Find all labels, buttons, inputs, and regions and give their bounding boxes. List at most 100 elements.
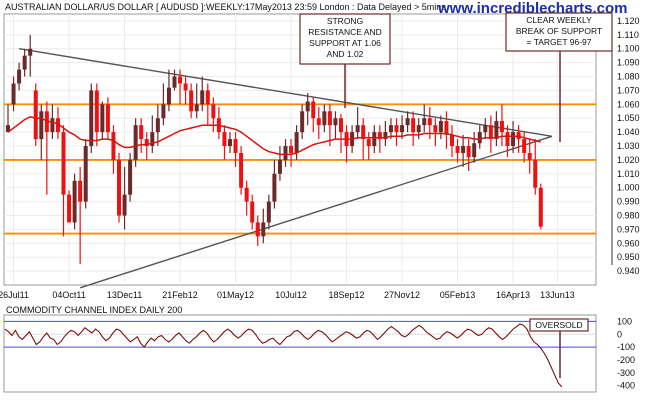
- oversold-annotation: OVERSOLD: [529, 318, 589, 378]
- x-tick-label: 18Sep12: [329, 290, 365, 300]
- candle-body: [483, 125, 488, 133]
- candle-body: [533, 159, 538, 188]
- candle-body: [272, 173, 277, 202]
- candle-body: [6, 125, 10, 133]
- candle-body: [189, 90, 194, 112]
- candle-body: [466, 146, 471, 158]
- resistance-annotation: STRONG RESISTANCE AND SUPPORT AT 1.06 AN…: [299, 13, 391, 108]
- candle-body: [361, 125, 366, 140]
- candle-body: [255, 222, 260, 237]
- candle-body: [250, 201, 255, 223]
- candle-body: [450, 134, 454, 147]
- candle-body: [244, 187, 249, 202]
- cci-tick-label: 0: [617, 329, 622, 339]
- candle-body: [461, 146, 466, 153]
- x-tick-label: 10Jul12: [275, 290, 307, 300]
- oversold-box: [529, 318, 589, 332]
- resistance-line-1: STRONG: [327, 16, 363, 26]
- y-tick-label: 1.110: [617, 30, 639, 40]
- cci-tick-label: 100: [617, 316, 632, 326]
- price-y-axis: 1.120 1.110 1.100 1.090 1.080 1.070 1.060 1.050…: [611, 16, 640, 276]
- y-tick-label: 1.060: [617, 99, 640, 109]
- candle-body: [400, 125, 405, 133]
- y-tick-label: 0.990: [617, 197, 640, 207]
- y-tick-label: 0.950: [617, 252, 640, 262]
- candle-body: [61, 132, 66, 195]
- candle-body: [422, 118, 427, 126]
- candle-body: [139, 125, 144, 140]
- candle-body: [355, 125, 360, 133]
- cci-tick-label: -100: [617, 342, 635, 352]
- candle-body: [305, 101, 310, 112]
- candle-body: [172, 76, 177, 88]
- cci-tick-label: -400: [617, 381, 635, 391]
- chart-title: AUSTRALIAN DOLLAR/US DOLLAR [ AUDUSD ]:W…: [5, 2, 446, 12]
- candle-body: [383, 132, 388, 140]
- candle-body: [222, 132, 227, 147]
- candle-body: [411, 118, 416, 133]
- y-tick-label: 0.970: [617, 224, 640, 234]
- cci-line: [4, 323, 563, 388]
- resistance-line-3: SUPPORT AT 1.06: [309, 38, 381, 48]
- candle-body: [322, 111, 327, 126]
- y-tick-label: 1.080: [617, 72, 640, 82]
- moving-average: [7, 116, 541, 156]
- trendline: [79, 135, 553, 289]
- resistance-line-2: RESISTANCE AND: [308, 27, 382, 37]
- candle-body: [261, 222, 266, 237]
- candle-body: [488, 125, 493, 140]
- candle-body: [128, 159, 133, 195]
- candle-body: [239, 152, 244, 188]
- candle-body: [505, 132, 510, 147]
- breakdown-annotation: CLEAR WEEKLY BREAK OF SUPPORT = TARGET 9…: [505, 12, 613, 142]
- candle-body: [377, 132, 382, 140]
- candle-body: [538, 187, 543, 227]
- y-tick-label: 0.960: [617, 238, 640, 248]
- candle-body: [100, 104, 105, 133]
- candle-body: [111, 132, 116, 160]
- candle-body: [11, 83, 16, 105]
- candle-body: [183, 83, 188, 91]
- candle-body: [339, 118, 343, 133]
- y-tick-label: 0.980: [617, 211, 640, 221]
- candle-body: [527, 152, 532, 160]
- candle-body: [161, 104, 166, 119]
- oversold-label: OVERSOLD: [535, 320, 582, 330]
- candle-body: [333, 118, 338, 126]
- y-tick-label: 1.000: [617, 183, 640, 193]
- cci-tick-label: -300: [617, 368, 635, 378]
- candle-body: [427, 118, 432, 126]
- candle-body: [17, 69, 22, 84]
- candle-body: [89, 90, 94, 147]
- moving-average-line: [7, 116, 541, 156]
- y-tick-label: 1.020: [617, 155, 640, 165]
- candle-body: [444, 121, 449, 135]
- candles: [6, 34, 543, 265]
- candle-body: [311, 101, 316, 119]
- candle-body: [289, 146, 294, 153]
- candle-body: [366, 139, 371, 147]
- x-tick-label: 13Jun13: [540, 290, 575, 300]
- candle-body: [133, 125, 138, 160]
- candle-body: [388, 125, 393, 133]
- y-tick-label: 1.030: [617, 141, 640, 151]
- x-tick-label: 16Apr13: [496, 290, 530, 300]
- x-tick-label: 21Feb12: [162, 290, 198, 300]
- y-tick-label: 1.100: [617, 44, 640, 54]
- candle-body: [316, 118, 321, 126]
- candle-body: [200, 90, 205, 105]
- candle-body: [394, 125, 399, 133]
- cci-indicator: [4, 320, 596, 388]
- candle-body: [372, 132, 377, 147]
- breakdown-box: [505, 12, 613, 52]
- breakdown-line-3: = TARGET 96-97: [527, 37, 592, 47]
- candle-body: [117, 159, 121, 216]
- x-tick-label: 04Oct11: [52, 290, 85, 300]
- candle-body: [122, 194, 127, 216]
- cci-panel: [3, 314, 597, 393]
- candle-body: [294, 132, 299, 153]
- y-tick-label: 1.090: [617, 58, 640, 68]
- cci-y-axis: 100 0 -100 -200 -300 -400: [617, 316, 635, 390]
- candle-body: [28, 48, 33, 56]
- candle-body: [416, 125, 421, 133]
